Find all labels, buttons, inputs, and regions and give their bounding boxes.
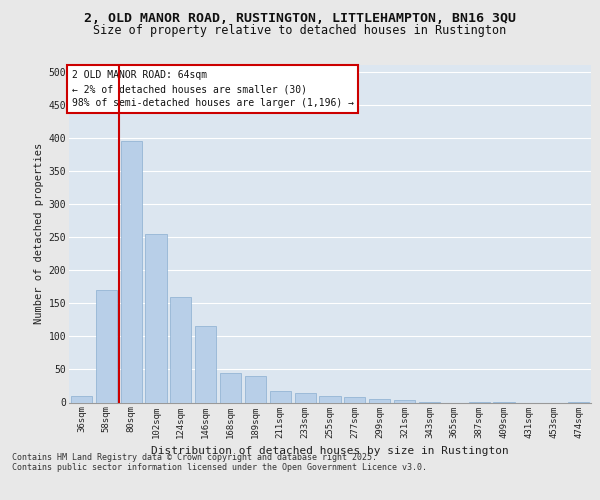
Text: 2, OLD MANOR ROAD, RUSTINGTON, LITTLEHAMPTON, BN16 3QU: 2, OLD MANOR ROAD, RUSTINGTON, LITTLEHAM… (84, 12, 516, 26)
Text: Contains public sector information licensed under the Open Government Licence v3: Contains public sector information licen… (12, 464, 427, 472)
Bar (71, 396, 92, 402)
X-axis label: Distribution of detached houses by size in Rustington: Distribution of detached houses by size … (151, 446, 509, 456)
Bar (344, 397, 365, 402)
Bar (270, 390, 291, 402)
Text: Contains HM Land Registry data © Crown copyright and database right 2025.: Contains HM Land Registry data © Crown c… (12, 454, 377, 462)
Bar (96, 290, 117, 403)
Bar (170, 296, 191, 403)
Text: 2 OLD MANOR ROAD: 64sqm
← 2% of detached houses are smaller (30)
98% of semi-det: 2 OLD MANOR ROAD: 64sqm ← 2% of detached… (71, 70, 353, 108)
Bar (394, 400, 415, 402)
Text: Size of property relative to detached houses in Rustington: Size of property relative to detached ho… (94, 24, 506, 37)
Bar (145, 234, 167, 402)
Bar (220, 372, 241, 402)
Bar (319, 396, 341, 402)
Bar (121, 141, 142, 403)
Bar (295, 392, 316, 402)
Bar (369, 398, 390, 402)
Bar (195, 326, 216, 402)
Bar (245, 376, 266, 402)
Y-axis label: Number of detached properties: Number of detached properties (34, 143, 44, 324)
